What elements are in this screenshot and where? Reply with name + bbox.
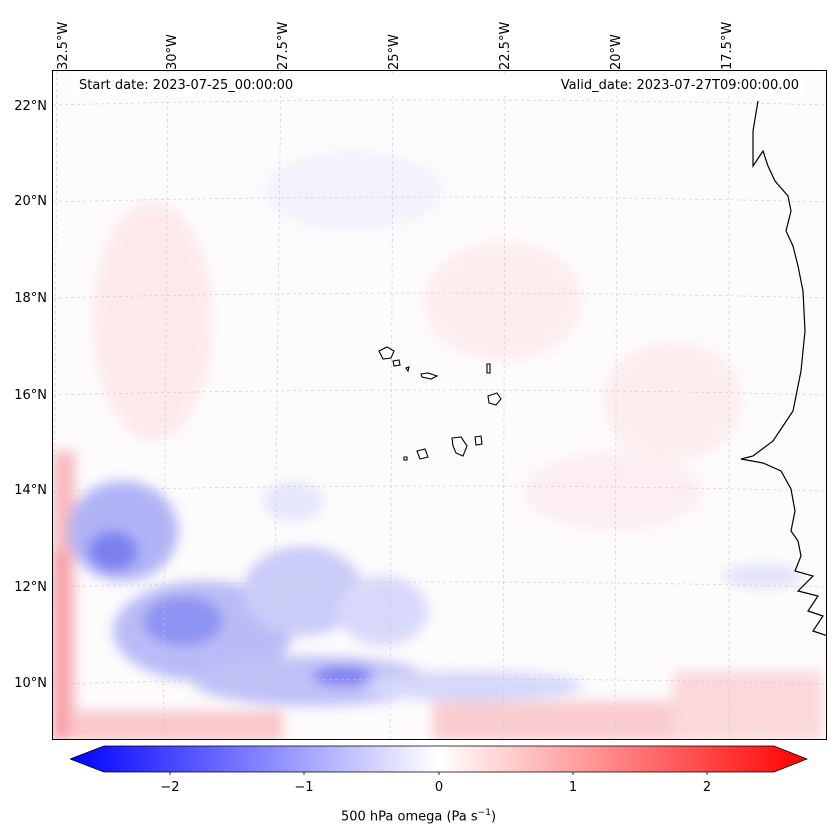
cape-verde-islands [378,346,502,461]
valid-date-label: Valid_date: 2023-07-27T09:00:00.00 [560,78,799,93]
colorbar [70,745,808,775]
lon-label-32.5w: 32.5°W [56,21,71,70]
lat-label-14n: 14°N [14,483,47,498]
info-bar: Start date: 2023-07-25_00:00:00 Valid_da… [72,77,806,96]
lon-label-25w: 25°W [387,34,402,70]
colorbar-label-text: 500 hPa omega (Pa s [340,809,478,825]
colorbar-label-exponent: −1 [477,808,491,818]
lon-label-30w: 30°W [165,34,180,70]
omega-field [53,151,823,739]
lat-label-22n: 22°N [14,99,47,114]
lon-label-20w: 20°W [609,34,624,70]
colorbar-bar [70,745,808,773]
colorbar-label: 500 hPa omega (Pa s−1) [0,808,837,824]
omega-map [52,70,827,740]
lat-label-20n: 20°N [14,194,47,209]
colorbar-label-close: ) [490,809,497,825]
start-date-label: Start date: 2023-07-25_00:00:00 [79,78,294,93]
colorbar-tick-label: −2 [160,780,180,795]
colorbar-tick-label: 2 [702,780,712,795]
lon-label-22.5w: 22.5°W [498,21,513,70]
graticule [53,71,826,739]
lat-label-18n: 18°N [14,291,47,306]
lon-label-27.5w: 27.5°W [276,21,291,70]
lat-label-12n: 12°N [14,580,47,595]
lat-label-10n: 10°N [14,676,47,691]
map-canvas [53,71,826,739]
coastline [740,100,826,636]
colorbar-tick-label: 0 [434,780,444,795]
lat-label-16n: 16°N [14,388,47,403]
lon-label-17.5w: 17.5°W [720,21,735,70]
colorbar-tick-label: 1 [568,780,578,795]
colorbar-tick-label: −1 [294,780,314,795]
